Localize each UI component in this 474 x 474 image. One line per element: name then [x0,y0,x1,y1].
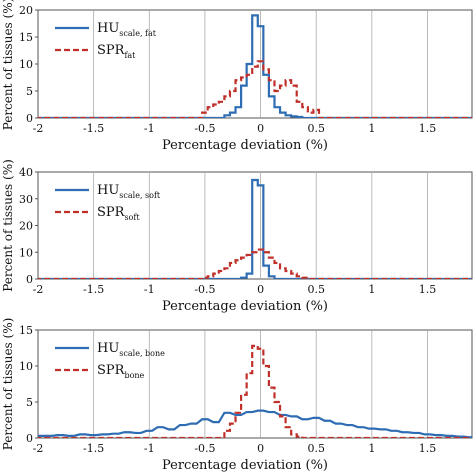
legend-subscript: scale, soft [119,191,161,200]
series-spr-line [38,60,472,118]
y-tick-label: 5 [26,396,33,409]
y-axis-label: Percent of tissues (%) [1,0,15,130]
x-tick-label: 1 [368,283,375,296]
x-tick-label: 0 [257,442,264,455]
legend-main: HU [97,341,119,356]
y-tick-label: 15 [19,31,33,44]
legend-subscript: soft [124,213,140,222]
x-tick-label: -0.5 [194,122,215,135]
x-tick-label: -1 [144,122,155,135]
legend-subscript: scale, fat [119,29,156,38]
x-tick-label: 1 [368,442,375,455]
x-tick-label: -1.5 [83,442,104,455]
panel-fat: -2 -1.5 -1 -0.5 0 0.5 1 1.5 0 5 10 15 20 Percentage d… [1,0,473,153]
y-tick-label: 20 [19,4,33,17]
y-tick-label: 10 [19,58,33,71]
legend-main: HU [97,21,119,36]
y-tick-label: 20 [19,220,33,233]
x-tick-label: -2 [33,442,44,455]
y-tick-label: 5 [26,85,33,98]
y-tick-label: 0 [26,273,33,286]
y-tick-label: 10 [19,246,33,259]
legend-main: SPR [97,43,126,58]
y-tick-label: 30 [19,193,33,206]
x-tick-label: 0.5 [307,283,325,296]
legend-main: SPR [97,205,126,220]
legend-label: HUscale, fat [97,21,157,38]
panel-soft: -2 -1.5 -1 -0.5 0 0.5 1 1.5 0 10 20 30 40 Percentage … [1,159,473,314]
series-hu-line [38,14,472,118]
legend-subscript: bone [124,371,144,380]
x-tick-label: -1.5 [83,122,104,135]
x-tick-label: 0.5 [307,122,325,135]
x-tick-label: -2 [33,283,44,296]
y-tick-label: 40 [19,166,33,179]
series-spr-line [38,248,472,279]
series-spr-line [38,344,472,438]
legend-label: SPRfat [97,43,136,60]
legend-main: HU [97,183,119,198]
x-tick-label: 0.5 [307,442,325,455]
y-tick-label: 15 [19,324,33,337]
y-tick-label: 10 [19,360,33,373]
x-axis-label: Percentage deviation (%) [162,138,328,153]
legend-main: SPR [97,363,126,378]
x-tick-label: -1 [144,442,155,455]
x-tick-label: -1.5 [83,283,104,296]
series-hu-line [38,409,472,438]
series-hu-line [38,178,472,279]
x-tick-label: 1 [368,122,375,135]
plot-frame [37,329,473,439]
panel-bone: -2 -1.5 -1 -0.5 0 0.5 1 1.5 0 5 10 15 Percentage dev… [1,318,473,473]
x-tick-label: -2 [33,122,44,135]
x-tick-label: 1.5 [419,442,437,455]
x-tick-label: 1.5 [419,122,437,135]
x-tick-label: 1.5 [419,283,437,296]
x-tick-label: 0 [257,122,264,135]
y-tick-label: 0 [26,112,33,125]
y-axis-label: Percent of tissues (%) [1,159,15,292]
x-tick-label: 0 [257,283,264,296]
legend-label: HUscale, soft [97,183,161,200]
legend-label: HUscale, bone [97,341,165,358]
legend-label: SPRsoft [97,205,140,222]
legend-subscript: scale, bone [119,349,165,358]
x-axis-label: Percentage deviation (%) [162,458,328,473]
legend-subscript: fat [124,51,136,60]
x-axis-label: Percentage deviation (%) [162,299,328,314]
legend-label: SPRbone [97,363,145,380]
y-tick-label: 0 [26,432,33,445]
x-tick-label: -1 [144,283,155,296]
x-tick-label: -0.5 [194,283,215,296]
y-axis-label: Percent of tissues (%) [1,318,15,451]
x-tick-label: -0.5 [194,442,215,455]
